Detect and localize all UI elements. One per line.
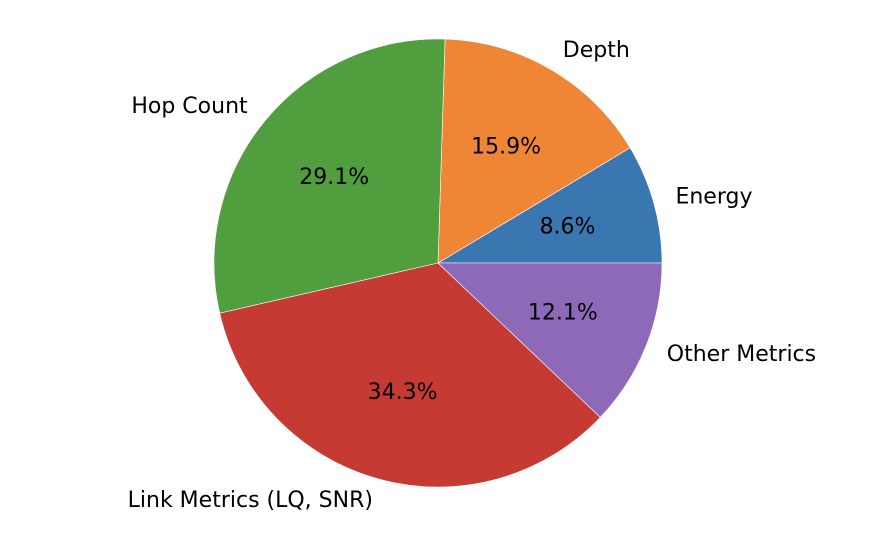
pie-slice-percent-label: 12.1%: [528, 300, 598, 325]
pie-slice-percent-label: 34.3%: [368, 380, 438, 405]
slices-layer: [213, 38, 663, 488]
pie-slice-category-label: Depth: [563, 38, 630, 63]
pie-slice-energy: [436, 147, 663, 264]
labels-layer: 8.6% Energy 15.9% Depth 29.1% Hop Count 34.3% L…: [128, 38, 817, 513]
pie-slice-percent-label: 15.9%: [471, 135, 541, 160]
pie-slice-percent-label: 8.6%: [540, 215, 596, 240]
pie-slice-category-label: Energy: [675, 185, 752, 210]
pie-slice-category-label: Hop Count: [131, 94, 248, 119]
pie-slice-category-label: Link Metrics (LQ, SNR): [128, 488, 373, 513]
pie-slice-other-metrics: [437, 262, 663, 418]
pie-slice-hop-count: [213, 38, 446, 314]
pie-slice-percent-label: 29.1%: [299, 165, 369, 190]
pie-slice-category-label: Other Metrics: [667, 342, 816, 367]
pie-slice-link-metrics-lq-snr: [219, 262, 601, 488]
pie-slice-depth: [437, 38, 631, 264]
